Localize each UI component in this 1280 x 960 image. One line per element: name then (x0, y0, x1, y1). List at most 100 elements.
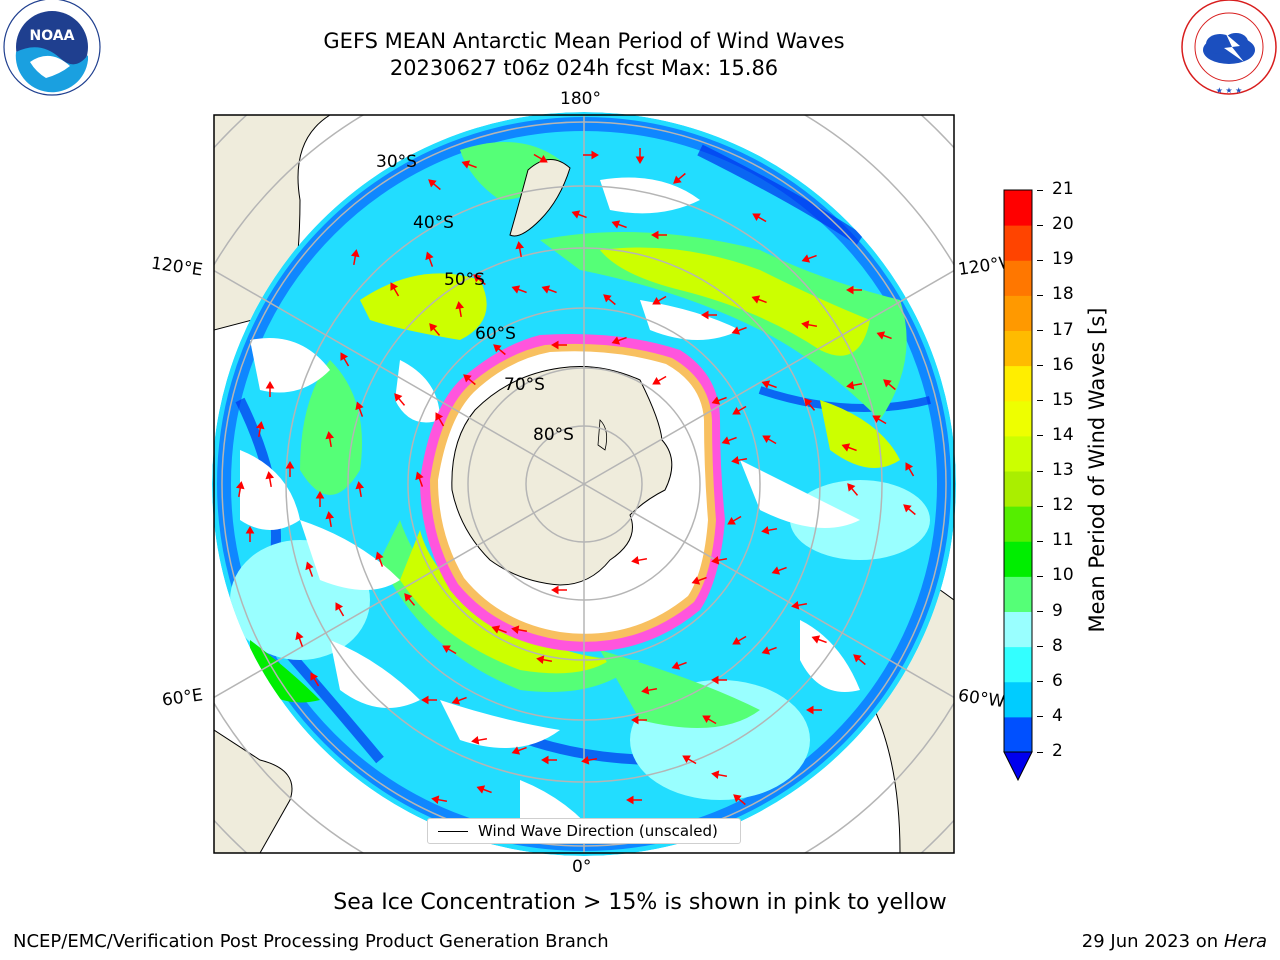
wave-direction-arrow-icon (491, 625, 507, 634)
wave-direction-arrow-icon (721, 436, 737, 445)
wave-direction-arrow-icon (295, 631, 304, 647)
colorbar-tick-label: 6 (1052, 670, 1063, 691)
wave-direction-arrow-icon (461, 160, 477, 169)
colorbar-tick-label: 15 (1052, 389, 1074, 410)
colorbar-cell (1004, 506, 1032, 542)
wave-direction-arrow-icon (375, 551, 384, 567)
colorbar-cell (1004, 611, 1032, 648)
lat-label-70s: 70°S (504, 375, 545, 395)
land-africa (214, 729, 293, 853)
wave-direction-arrow-icon (285, 461, 295, 477)
colorbar-tick-mark (1037, 189, 1043, 191)
wave-direction-arrow-icon (731, 455, 748, 465)
footer-right: 29 Jun 2023 on Hera (1082, 931, 1267, 952)
colorbar-tick-label: 4 (1052, 705, 1063, 726)
colorbar-tick-mark (1037, 751, 1043, 753)
wave-direction-arrow-icon (404, 593, 416, 606)
graticule (214, 115, 954, 853)
colorbar-cell (1004, 190, 1032, 226)
noaa-logo-icon: NOAA (3, 0, 101, 96)
wave-direction-arrow-icon (265, 471, 275, 488)
wave-direction-arrow-icon (771, 566, 787, 575)
wave-direction-arrow-icon (476, 785, 492, 794)
colorbar-cell (1004, 646, 1032, 683)
colorbar-cell (1004, 576, 1032, 612)
wave-direction-arrow-icon (752, 213, 767, 223)
colorbar-title: Mean Period of Wind Waves [s] (1085, 307, 1109, 633)
colorbar-tick-mark (1037, 330, 1043, 331)
colorbar-tick-mark (1037, 681, 1043, 683)
lat-label-50s: 50°S (444, 270, 485, 290)
colorbar-tick-label: 14 (1052, 424, 1074, 445)
wave-direction-arrow-icon (761, 525, 778, 535)
wave-direction-arrow-icon (325, 431, 335, 448)
colorbar-tick-mark (1037, 470, 1043, 472)
wave-direction-arrow-icon (727, 515, 742, 525)
wave-direction-arrow-icon (265, 381, 275, 397)
wave-direction-arrow-icon (428, 179, 441, 191)
sea-ice-note: Sea Ice Concentration > 15% is shown in … (333, 890, 947, 915)
colorbar-tick-mark (1037, 611, 1043, 612)
wave-direction-arrow-icon (751, 295, 767, 304)
wave-direction-arrow-icon (641, 685, 658, 695)
nws-logo-icon: ★ ★ ★ (1181, 0, 1277, 95)
wave-direction-arrow-icon (325, 511, 335, 528)
wave-direction-arrow-icon (801, 254, 817, 263)
colorbar-tick-mark (1037, 365, 1043, 367)
wave-direction-arrow-icon (671, 661, 687, 670)
footer-left: NCEP/EMC/Verification Post Processing Pr… (13, 931, 609, 952)
lon-label-0: 0° (572, 857, 592, 877)
chart-subtitle: 20230627 t06z 024h fcst Max: 15.86 (389, 56, 779, 80)
wave-direction-arrow-icon (711, 770, 728, 780)
wave-direction-arrow-icon (635, 148, 645, 164)
wave-direction-arrow-icon (872, 415, 887, 425)
colorbar-tick-mark (1037, 540, 1043, 542)
wave-direction-arrow-icon (451, 696, 467, 705)
wave-direction-arrow-icon (390, 282, 400, 297)
wave-direction-arrow-icon (811, 635, 827, 644)
wave-direction-arrow-icon (711, 396, 727, 405)
wave-direction-arrow-icon (701, 310, 717, 320)
colorbar-outline (1003, 189, 1033, 753)
wave-direction-arrow-icon (551, 585, 567, 595)
wave-direction-arrow-icon (711, 555, 728, 565)
wave-direction-arrow-icon (846, 285, 862, 295)
colorbar-tick-mark (1037, 575, 1043, 577)
wave-direction-arrow-icon (435, 412, 445, 427)
wave-direction-arrow-icon (876, 331, 892, 340)
wave-direction-arrow-icon (415, 471, 424, 487)
colorbar-tick-label: 12 (1052, 495, 1074, 516)
wave-direction-arrow-icon (652, 375, 667, 385)
wave-direction-arrow-icon (702, 715, 717, 725)
wave-direction-arrow-icon (652, 295, 667, 305)
wave-direction-arrow-icon (394, 393, 406, 406)
wave-direction-arrow-icon (315, 491, 325, 507)
wave-direction-arrow-icon (511, 625, 528, 635)
wave-direction-arrow-icon (711, 675, 727, 685)
colorbar-tick-mark (1037, 294, 1043, 296)
colorbar-cell (1004, 365, 1032, 402)
wave-direction-arrow-icon (425, 251, 434, 267)
legend-label: Wind Wave Direction (unscaled) (478, 822, 718, 840)
wave-direction-arrow-icon (511, 285, 527, 294)
wave-direction-arrow-icon (536, 655, 553, 665)
colorbar-tick-mark (1037, 435, 1043, 437)
wave-direction-arrow-icon (631, 715, 647, 725)
colorbar-tick-label: 2 (1052, 741, 1063, 761)
wave-direction-arrow-icon (731, 326, 747, 335)
wave-direction-arrow-icon (806, 705, 822, 715)
colorbar-tick-label: 16 (1052, 354, 1074, 375)
wave-direction-arrow-icon (473, 274, 486, 286)
wave-direction-arrow-icon (611, 220, 627, 229)
wave-direction-arrow-icon (732, 405, 747, 415)
wave-direction-arrow-icon (581, 755, 598, 765)
colorbar-cell (1004, 435, 1032, 472)
wind-wave-arrows (235, 148, 916, 806)
colorbar-tick-label: 11 (1052, 530, 1074, 551)
wave-direction-arrow-icon (611, 336, 627, 345)
colorbar-cell (1004, 471, 1032, 507)
wave-direction-arrow-icon (442, 645, 457, 655)
lat-label-30s: 30°S (376, 152, 417, 172)
wave-direction-arrow-icon (235, 481, 245, 498)
